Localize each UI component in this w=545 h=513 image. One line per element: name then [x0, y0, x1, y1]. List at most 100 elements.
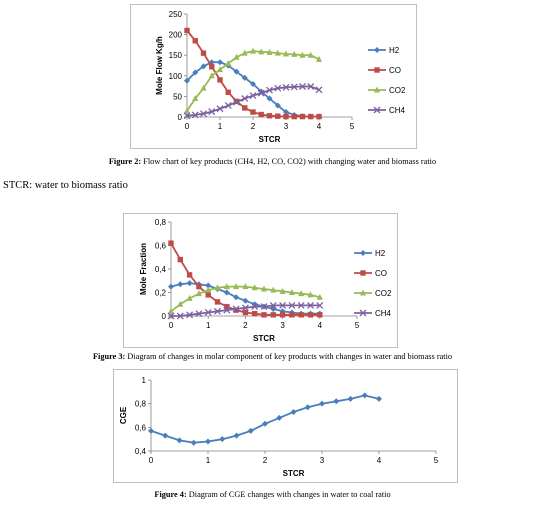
fig2-series-co2-point	[291, 50, 298, 57]
fig3-series-ch4-point	[195, 310, 203, 318]
fig2-series-co2-point	[258, 48, 265, 55]
fig3-series-co2-point	[233, 283, 240, 290]
fig3-series-co-line	[170, 242, 320, 316]
fig2-legend-ch4-label: CH4	[389, 106, 406, 115]
fig2-series-co2-point	[184, 107, 190, 114]
fig3-series-co-point	[298, 312, 304, 318]
fig2-series-ch4-point	[257, 89, 265, 97]
fig3-series-ch4-point	[316, 301, 324, 309]
fig2-series-co-point	[192, 38, 198, 44]
fig2-series-h2-point	[266, 95, 273, 102]
fig2-series-co2-point	[283, 50, 289, 57]
fig4-series-cge-point	[276, 414, 283, 421]
fig2-series-ch4-point	[216, 105, 224, 113]
fig2-series-ch4-point	[200, 110, 207, 118]
fig3-series-co-point	[252, 310, 258, 317]
figure-4-caption-label: Figure 4:	[154, 490, 187, 499]
fig3-series-co2-point	[288, 289, 295, 295]
figure-2-caption: Figure 2: Flow chart of key products (CH…	[0, 157, 545, 166]
fig2-series-co2-point	[250, 47, 256, 54]
fig2-series-co-point	[283, 113, 289, 120]
fig2-series-co-point	[200, 50, 207, 56]
fig2-series-co-point	[209, 64, 215, 70]
fig3-series-co2-point	[270, 286, 277, 293]
fig2-x-tick-label: 3	[284, 122, 289, 131]
fig4-y-tick-label: 0,8	[135, 400, 147, 409]
fig4-series-cge-point	[148, 427, 154, 434]
fig4-y-tick-label: 0,6	[135, 423, 147, 432]
fig2-series-ch4-point	[290, 83, 298, 91]
fig2-series-h2-point	[217, 59, 223, 66]
figure-3-frame	[123, 213, 398, 348]
fig2-series-co2-point	[208, 72, 215, 79]
figure-4-caption-text: Diagram of CGE changes with changes in w…	[186, 490, 391, 499]
figure-3-caption-text: Diagram of changes in molar component of…	[125, 352, 453, 361]
fig3-y-tick-label: 0,6	[155, 242, 167, 251]
fig2-series-ch4-point	[224, 102, 232, 109]
fig3-series-co-point	[214, 299, 221, 305]
fig3-legend-co2-marker	[360, 289, 366, 296]
fig3-series-ch4-point	[204, 309, 212, 316]
fig3-series-co-point	[205, 292, 211, 298]
fig2-y-tick-label: 150	[169, 51, 183, 60]
fig2-series-co2-point	[266, 48, 273, 55]
fig3-series-co-point	[317, 312, 323, 318]
fig2-series-co2-point	[316, 55, 322, 62]
fig2-series-co-point	[242, 105, 248, 111]
figure-3-caption-label: Figure 3:	[92, 352, 126, 361]
fig2-series-ch4-point	[183, 112, 191, 120]
fig2-series-co2-point	[217, 66, 223, 73]
figure-3-chart: 0 0,2 0,4 0,6 0,8 0 1 2 3 4 5 STCR Mole Fraction H2 CO…	[139, 218, 392, 343]
fig4-series-cge-point	[176, 437, 183, 444]
fig2-x-axis-title: STCR	[259, 135, 281, 144]
fig3-series-co-point	[168, 240, 174, 246]
fig4-series-cge-point	[247, 427, 254, 434]
fig3-series-ch4-point	[297, 301, 305, 309]
fig3-series-co2-point	[205, 286, 212, 293]
fig2-legend-h2-label: H2	[389, 46, 400, 55]
fig3-series-co-point	[289, 312, 295, 318]
figure-2-caption-text: Flow chart of key products (CH4, H2, CO,…	[141, 157, 437, 166]
fig2-series-h2-point	[274, 102, 281, 109]
fig2-series-co-point	[184, 27, 190, 34]
fig4-x-tick-label: 1	[206, 456, 211, 465]
fig2-legend-co-marker	[374, 67, 380, 73]
fig2-series-co2-point	[299, 51, 306, 58]
fig4-series-cge-point	[347, 395, 354, 402]
fig3-series-ch4-point	[232, 305, 240, 313]
fig3-legend-co-label: CO	[375, 269, 387, 278]
fig3-y-tick-label: 0	[162, 312, 167, 321]
fig2-series-h2-point	[192, 69, 199, 76]
fig2-y-tick-label: 100	[169, 72, 183, 81]
fig2-series-co-point	[308, 113, 314, 120]
figure-2-caption-label: Figure 2:	[108, 157, 142, 166]
fig4-series-cge-point	[162, 432, 169, 439]
fig3-series-ch4-point	[279, 301, 287, 309]
fig3-series-co2-point	[251, 284, 258, 291]
fig2-legend-h2-marker	[374, 47, 380, 53]
fig3-series-h2-point	[233, 294, 240, 301]
fig3-legend-h2-label: H2	[375, 249, 386, 258]
fig2-series-ch4-point	[274, 84, 282, 92]
figure-3-caption: Figure 3: Diagram of changes in molar co…	[0, 352, 545, 361]
fig3-series-co2-point	[298, 290, 305, 297]
fig4-series-cge-point	[219, 436, 226, 443]
fig3-x-tick-label: 1	[206, 321, 211, 330]
fig3-y-tick-label: 0,4	[155, 265, 167, 274]
fig3-y-tick-label: 0,8	[155, 218, 167, 227]
fig3-x-tick-label: 0	[169, 321, 174, 330]
fig2-series-co2-point	[200, 84, 207, 91]
fig2-series-co2-point	[274, 49, 281, 56]
fig3-series-co2-point	[186, 294, 193, 301]
fig3-series-ch4-point	[288, 301, 296, 309]
figure-4-caption: Figure 4: Diagram of CGE changes with ch…	[0, 490, 545, 499]
fig3-legend-ch4-marker	[359, 309, 367, 317]
fig3-series-co-point	[270, 312, 276, 318]
fig2-x-tick-label: 5	[350, 122, 355, 131]
fig2-legend-ch4-marker	[373, 106, 381, 114]
fig4-series-cge-point	[233, 432, 240, 439]
fig4-y-tick-label: 1	[142, 376, 147, 385]
fig4-y-axis-title: CGE	[119, 406, 128, 424]
fig2-series-co-point	[266, 113, 273, 119]
fig2-x-tick-label: 2	[251, 122, 256, 131]
